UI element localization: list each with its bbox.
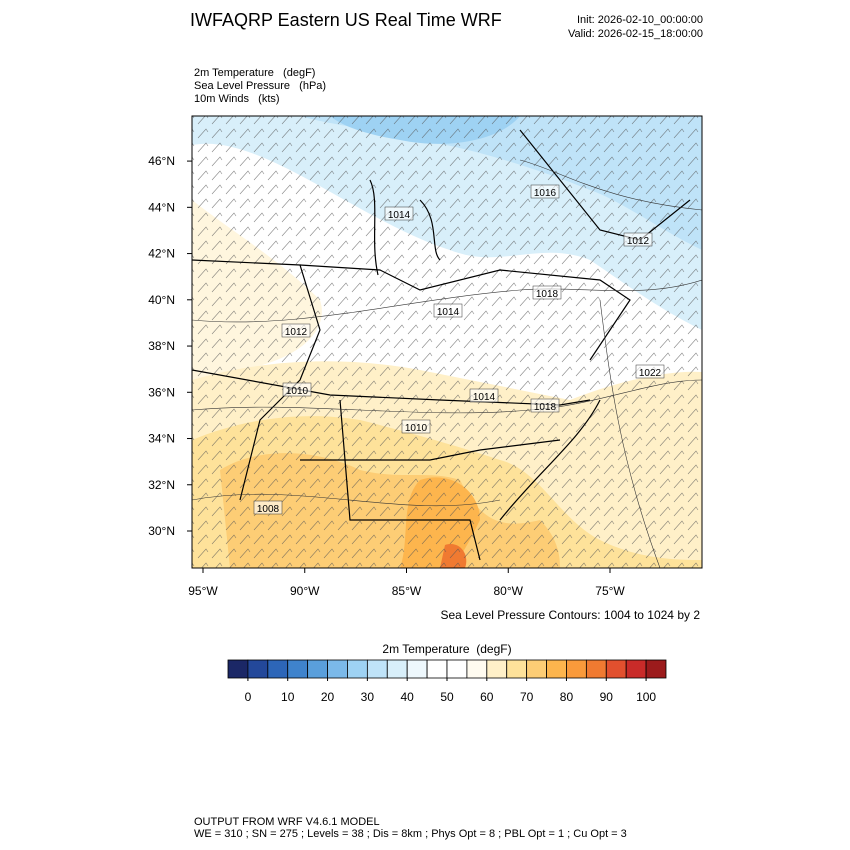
colorbar-box [287,659,309,679]
colorbar-tick-label: 50 [440,690,454,704]
contour-label: 1018 [536,289,559,300]
colorbar-box [605,659,627,679]
field-label: Sea Level Pressure (hPa) [194,80,326,92]
contour-label: 1014 [388,210,411,221]
y-tick-label: 34°N [148,432,175,446]
contour-label: 1016 [534,188,557,199]
x-tick-label: 75°W [595,584,625,598]
colorbar-box [247,659,269,679]
contour-label-box [282,382,312,397]
colorbar-box [406,659,428,679]
contour-label-box [433,303,463,318]
colorbar-box [566,659,587,679]
colorbar-box [466,659,488,679]
colorbar-tick-label: 60 [480,690,494,704]
y-tick-label: 30°N [148,524,175,538]
x-tick-label: 95°W [188,584,218,598]
contour-label-box [530,184,560,199]
contour-label-box [532,285,562,300]
colorbar-box [426,659,448,679]
footer-line: WE = 310 ; SN = 275 ; Levels = 38 ; Dis … [194,828,627,840]
colorbar-tick-label: 10 [281,690,295,704]
map-field [192,116,702,568]
y-tick-label: 40°N [148,293,175,307]
field-label: 10m Winds (kts) [194,93,280,105]
colorbar-tick-label: 80 [560,690,574,704]
colorbar-tick-label: 100 [636,690,656,704]
colorbar-box [446,659,468,679]
colorbar-box [267,659,289,679]
colorbar-box [625,659,647,679]
contour-label-box [635,364,665,379]
contour-label: 1022 [639,368,662,379]
init-time: Init: 2026-02-10_00:00:00 [577,14,703,26]
y-tick-label: 38°N [148,339,175,353]
contour-label: 1012 [285,327,308,338]
contour-label: 1010 [286,386,309,397]
colorbar-tick-label: 90 [600,690,614,704]
colorbar-box [366,659,388,679]
colorbar-tick-label: 30 [361,690,375,704]
y-tick-label: 44°N [148,200,175,214]
colorbar-box [585,659,607,679]
contour-label: 1018 [534,402,557,413]
contour-label-box [253,500,283,515]
colorbar-box [227,659,249,679]
colorbar-box [327,659,348,679]
colorbar-box [386,659,408,679]
x-tick-label: 80°W [494,584,524,598]
colorbar-title: 2m Temperature (degF) [382,642,511,656]
contour-label-box [384,206,414,221]
colorbar-box [526,659,547,679]
y-tick-label: 42°N [148,247,175,261]
x-tick-label: 90°W [290,584,320,598]
colorbar-box [347,659,368,679]
colorbar-tick-label: 0 [245,690,252,704]
footer-line: OUTPUT FROM WRF V4.6.1 MODEL [194,816,380,828]
colorbar-tick-label: 20 [321,690,335,704]
contour-label: 1010 [405,423,428,434]
contour-label-box [623,232,653,247]
colorbar-box [506,659,528,679]
map-frame [191,115,703,569]
colorbar-box [645,659,667,679]
contour-label: 1014 [437,307,460,318]
colorbar-box [486,659,508,679]
contour-note: Sea Level Pressure Contours: 1004 to 102… [441,608,701,622]
field-label: 2m Temperature (degF) [194,67,315,79]
contour-label: 1014 [473,392,496,403]
x-tick-label: 85°W [392,584,422,598]
contour-label-box [469,388,499,403]
contour-label: 1008 [257,504,280,515]
contour-label-box [530,398,560,413]
contour-label: 1012 [627,236,650,247]
y-tick-label: 36°N [148,385,175,399]
y-tick-label: 46°N [148,154,175,168]
title: IWFAQRP Eastern US Real Time WRF [190,10,502,30]
valid-time: Valid: 2026-02-15_18:00:00 [568,28,703,40]
y-tick-label: 32°N [148,478,175,492]
contour-label-box [401,419,431,434]
colorbar-box [307,659,328,679]
colorbar-box [546,659,567,679]
contour-label-box [281,323,311,338]
colorbar-tick-label: 40 [401,690,415,704]
colorbar-tick-label: 70 [520,690,534,704]
